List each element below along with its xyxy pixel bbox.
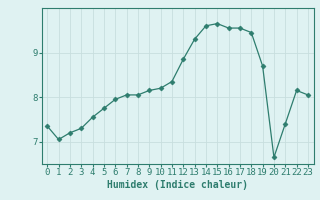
- X-axis label: Humidex (Indice chaleur): Humidex (Indice chaleur): [107, 180, 248, 190]
